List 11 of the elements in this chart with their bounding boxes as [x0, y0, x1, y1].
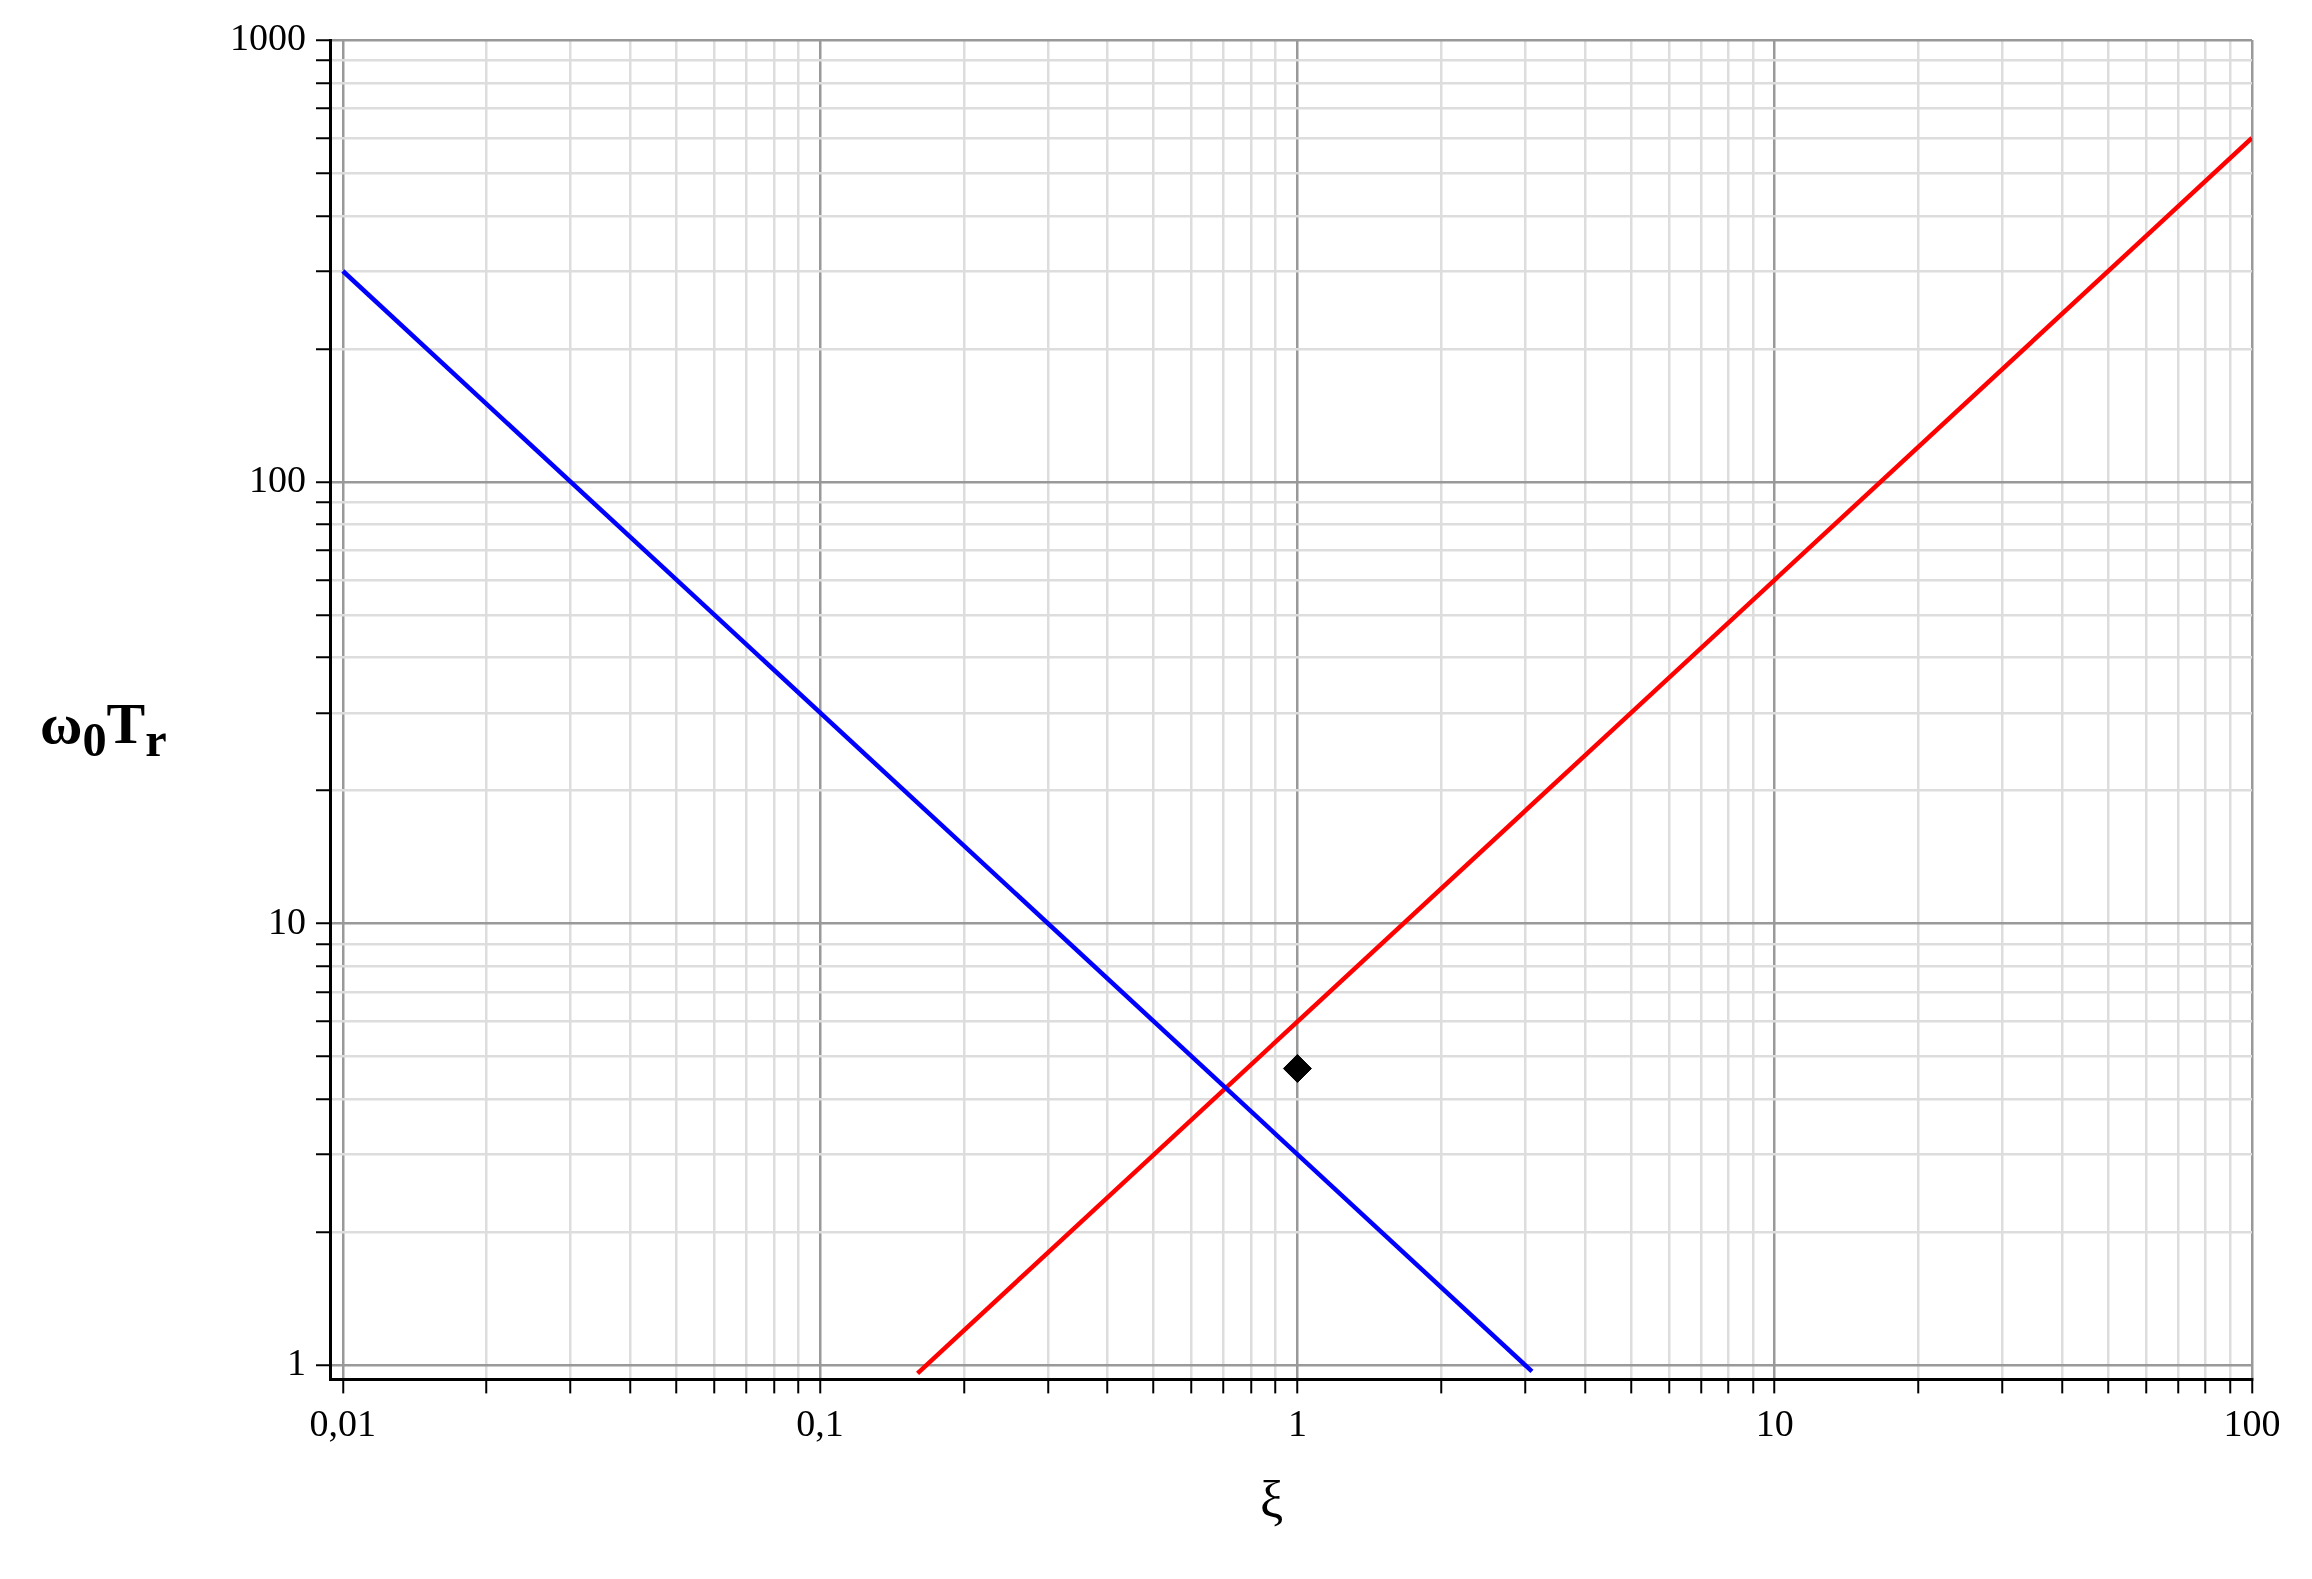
x-tick-label: 1 [1287, 1402, 1307, 1445]
y-tick-label: 10 [268, 899, 306, 942]
y-tick-label: 1000 [230, 15, 306, 58]
x-axis-title: ξ [1260, 1470, 1284, 1529]
x-tick-label: 0,01 [309, 1402, 377, 1445]
x-tick-label: 100 [2223, 1402, 2281, 1445]
y-axis-title: ω$_{0}$T$_{r}$ [40, 690, 167, 767]
y-tick-label: 100 [249, 457, 306, 500]
x-tick-label: 10 [1755, 1402, 1794, 1445]
y-tick-label: 1 [287, 1341, 306, 1384]
x-tick-label: 0,1 [796, 1402, 844, 1445]
